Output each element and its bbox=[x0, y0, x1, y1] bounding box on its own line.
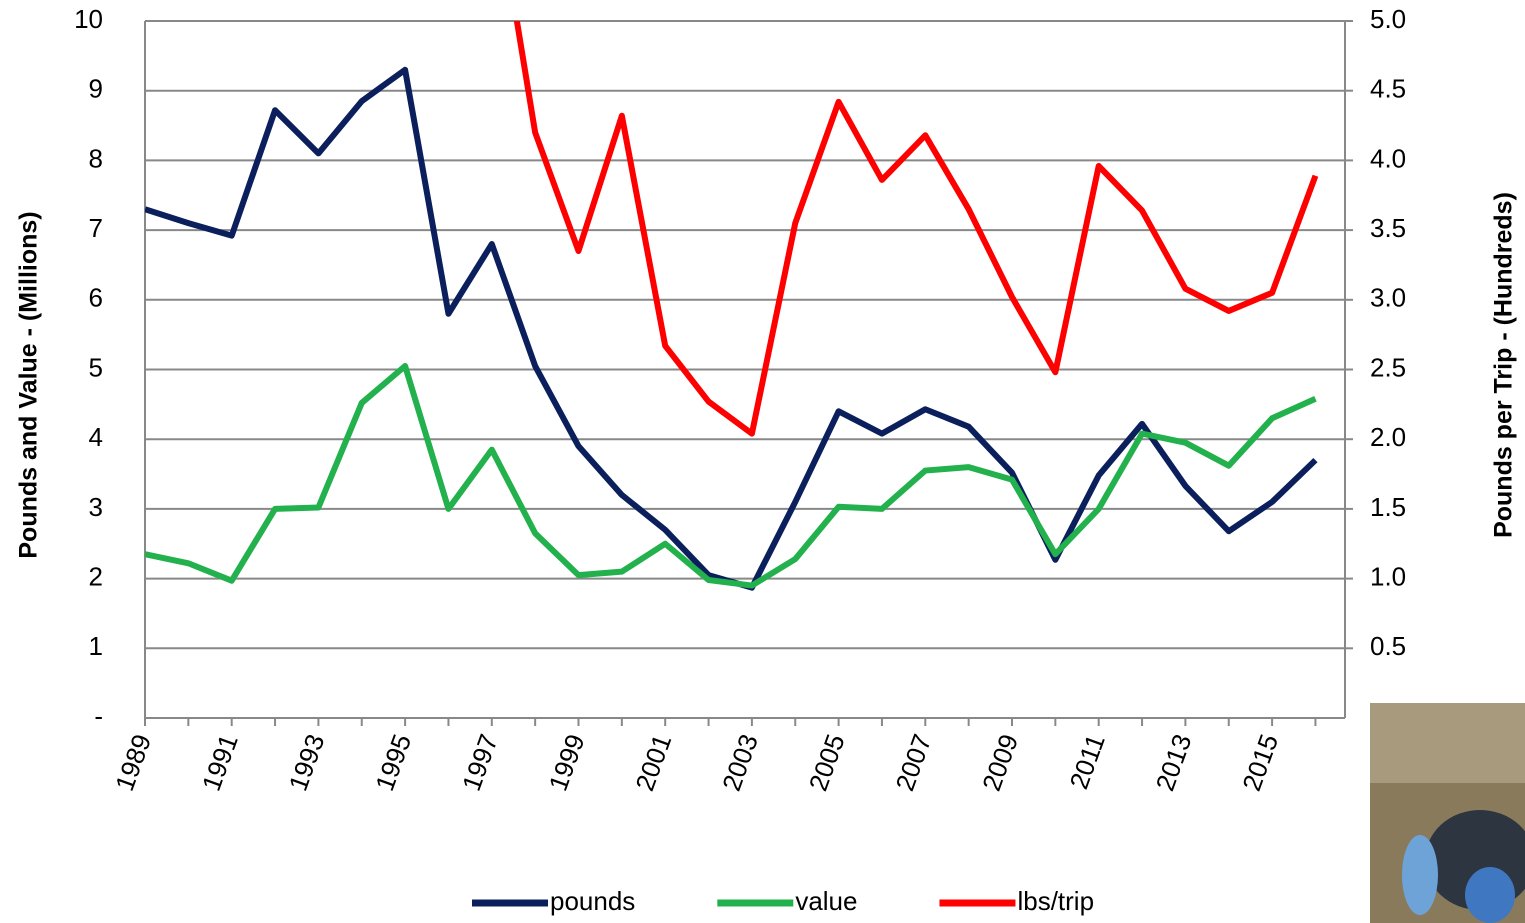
x-tick-label: 1991 bbox=[196, 730, 244, 795]
y2-tick-label: 2.5 bbox=[1370, 352, 1406, 382]
y-tick-label: 5 bbox=[89, 352, 103, 382]
y-tick-label: 7 bbox=[89, 213, 103, 243]
y2-tick-label: 5.0 bbox=[1370, 4, 1406, 34]
series-line bbox=[145, 66, 1318, 591]
y-tick-label: 6 bbox=[89, 283, 103, 313]
y2-tick-label: 4.0 bbox=[1370, 143, 1406, 173]
y-tick-label: 2 bbox=[89, 561, 103, 591]
y2-tick-label: 1.5 bbox=[1370, 492, 1406, 522]
y2-axis-title: Pounds per Trip - (Hundreds) bbox=[1490, 192, 1518, 538]
y-axis-title: Pounds and Value - (Millions) bbox=[15, 211, 43, 558]
x-tick-label: 2015 bbox=[1236, 730, 1284, 795]
x-tick-label: 2009 bbox=[976, 730, 1024, 795]
x-tick-label: 2011 bbox=[1063, 730, 1110, 793]
x-tick-label: 1995 bbox=[369, 730, 417, 795]
x-tick-label: 1989 bbox=[109, 730, 157, 795]
x-tick-label: 2013 bbox=[1150, 730, 1198, 795]
legend-label: lbs/trip bbox=[1017, 886, 1094, 916]
x-tick-label: 2001 bbox=[629, 730, 677, 795]
y2-tick-label: 4.5 bbox=[1370, 74, 1406, 104]
y-tick-label: 1 bbox=[89, 631, 103, 661]
y-tick-label: 10 bbox=[74, 4, 103, 34]
x-tick-label: 1993 bbox=[283, 730, 331, 795]
y2-tick-label: 1.0 bbox=[1370, 561, 1406, 591]
y-tick-label: - bbox=[94, 701, 103, 731]
legend-label: value bbox=[795, 886, 857, 916]
y2-tick-label: 3.5 bbox=[1370, 213, 1406, 243]
x-tick-label: 2007 bbox=[889, 730, 937, 795]
x-tick-label: 2005 bbox=[803, 730, 851, 795]
x-tick-label: 2003 bbox=[716, 730, 764, 795]
y-tick-label: 3 bbox=[89, 492, 103, 522]
y-tick-label: 9 bbox=[89, 74, 103, 104]
series-line bbox=[513, 21, 1319, 437]
y-tick-label: 8 bbox=[89, 143, 103, 173]
plot-lines bbox=[145, 21, 1319, 591]
y2-tick-label: 0.5 bbox=[1370, 631, 1406, 661]
x-tick-label: 1999 bbox=[543, 730, 591, 795]
y-tick-label: 4 bbox=[89, 422, 103, 452]
y2-tick-label: 3.0 bbox=[1370, 283, 1406, 313]
legend-label: pounds bbox=[550, 886, 635, 916]
crab-photo bbox=[1370, 703, 1525, 923]
series-line bbox=[145, 363, 1317, 589]
x-tick-label: 1997 bbox=[456, 730, 504, 795]
y2-tick-label: 2.0 bbox=[1370, 422, 1406, 452]
